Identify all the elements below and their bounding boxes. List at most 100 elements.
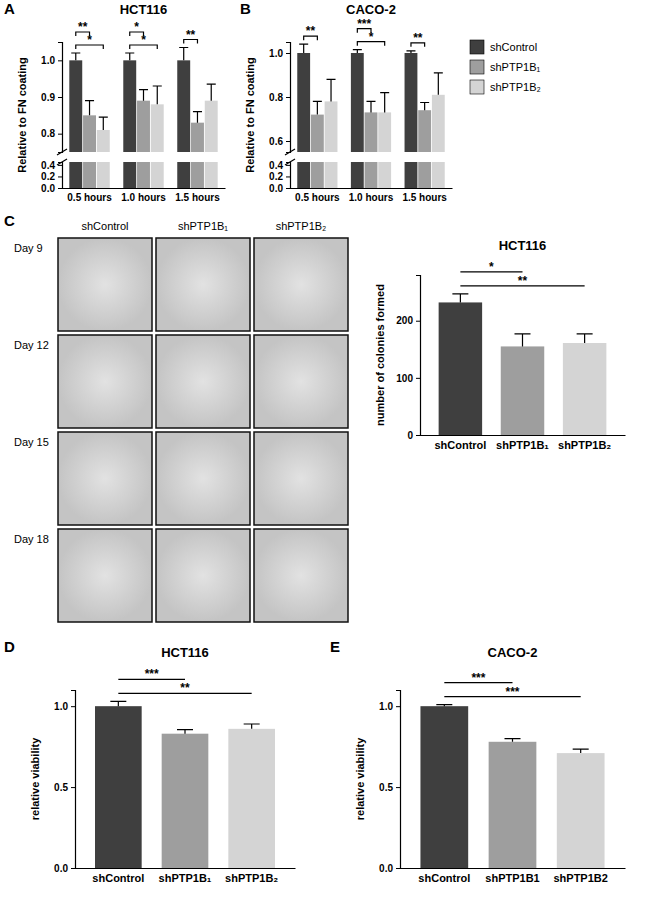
- bar: [137, 162, 150, 188]
- significance-label: ***: [505, 685, 519, 699]
- y-tick-label: 1.0: [54, 701, 68, 712]
- bar: [97, 162, 110, 188]
- y-tick-label: 1.0: [379, 701, 393, 712]
- error-bar-group: [177, 730, 193, 734]
- y-tick-label: 100: [396, 373, 413, 384]
- error-bar: [99, 117, 108, 130]
- bar: [420, 706, 468, 868]
- bar-group: [69, 162, 217, 188]
- y-tick: 0.8: [41, 128, 62, 139]
- error-bar: [179, 48, 188, 61]
- y-axis-title: relative viability: [354, 737, 366, 820]
- error-bar-group: [244, 724, 260, 729]
- error-bar-group: [434, 73, 443, 95]
- axis-break-mark: [285, 149, 295, 155]
- error-bar: [436, 705, 452, 707]
- error-bar: [327, 79, 336, 101]
- y-tick-label: 0.5: [54, 782, 68, 793]
- error-bar-group: [85, 101, 94, 116]
- bar: [501, 346, 544, 435]
- axis-break-mark: [57, 149, 67, 155]
- error-bar: [299, 44, 308, 53]
- x-tick: shPTP1B₂: [225, 868, 278, 884]
- row-label: Day 9: [14, 242, 43, 254]
- colony-image: [254, 432, 348, 525]
- y-axis-line: [58, 163, 63, 189]
- error-bar: [505, 739, 521, 742]
- error-bar-group: [207, 84, 216, 101]
- error-bar: [515, 334, 531, 347]
- y-tick-mark: [416, 321, 420, 322]
- y-tick-mark: [396, 787, 400, 788]
- x-tick: shControl: [418, 868, 470, 884]
- significance-label: **: [306, 24, 316, 38]
- y-tick-mark: [286, 53, 290, 54]
- y-tick: 0.0: [41, 183, 62, 194]
- figure: AHCT1160.00.20.40.80.91.00.5 hours1.0 ho…: [0, 0, 650, 906]
- legend-label: shControl: [490, 41, 537, 53]
- significance-label: ***: [471, 671, 485, 685]
- error-bar: [406, 51, 415, 53]
- y-tick-label: 0.0: [54, 863, 68, 874]
- chart-title: CACO-2: [346, 2, 396, 17]
- y-tick-label: 0.0: [41, 183, 55, 194]
- error-bar-group: [380, 93, 389, 113]
- x-axis-line: [63, 188, 226, 189]
- bar: [432, 162, 445, 188]
- y-tick-label: 0.6: [269, 136, 283, 147]
- y-tick-mark: [286, 165, 290, 166]
- y-tick: 1.0: [54, 701, 75, 712]
- y-tick: 0.0: [269, 183, 290, 194]
- y-axis: 0.80.91.0: [41, 43, 62, 153]
- bar: [177, 60, 190, 152]
- error-bar-group: [436, 705, 452, 707]
- chart-title: HCT116: [161, 645, 209, 660]
- y-tick-mark: [58, 165, 62, 166]
- y-tick-label: 0.8: [269, 92, 283, 103]
- panel-label: D: [4, 638, 15, 655]
- y-tick-mark: [286, 141, 290, 142]
- legend-label: shPTP1B₂: [490, 81, 541, 93]
- error-bar-group: [577, 334, 593, 343]
- y-tick-label: 0.4: [269, 160, 283, 171]
- y-tick: 0.5: [54, 782, 75, 793]
- bar: [191, 123, 204, 152]
- bar: [418, 110, 431, 152]
- error-bar: [177, 730, 193, 734]
- significance-label: ***: [145, 667, 159, 681]
- bar: [378, 112, 391, 152]
- x-tick-label: 0.5 hours: [295, 192, 340, 203]
- x-axis: 0.5 hours1.0 hours1.5 hours: [63, 188, 226, 203]
- error-bar-group: [406, 51, 415, 53]
- y-tick-mark: [71, 868, 75, 869]
- bar: [418, 162, 431, 188]
- y-axis-title: number of colonies formed: [374, 284, 386, 426]
- figure-svg: AHCT1160.00.20.40.80.91.00.5 hours1.0 ho…: [0, 0, 650, 906]
- axis-break-mark: [285, 159, 295, 165]
- significance-label: **: [518, 274, 528, 288]
- y-axis-line: [71, 691, 76, 869]
- x-tick-label: 1.5 hours: [175, 192, 220, 203]
- bar: [137, 101, 150, 152]
- y-tick-label: 1.0: [269, 48, 283, 59]
- bar: [95, 706, 142, 868]
- y-tick-label: 0.9: [41, 92, 55, 103]
- y-tick: 0.0: [54, 863, 75, 874]
- bar: [123, 60, 136, 152]
- x-tick: 1.0 hours: [349, 188, 394, 203]
- y-tick: 0.6: [269, 136, 290, 147]
- significance-label: *: [134, 20, 139, 34]
- x-tick-label: shPTP1B1: [485, 872, 539, 884]
- y-tick-label: 0.2: [269, 171, 283, 182]
- error-bar-group: [353, 50, 362, 53]
- x-tick: shPTP1B₂: [558, 435, 611, 451]
- colony-image: [58, 335, 152, 428]
- bar: [177, 162, 190, 188]
- y-tick-mark: [71, 706, 75, 707]
- y-tick: 1.0: [269, 48, 290, 59]
- significance-label: **: [413, 31, 423, 45]
- x-tick-label: 1.0 hours: [349, 192, 394, 203]
- bar-group: [297, 53, 444, 152]
- bar-group: [95, 706, 275, 868]
- significance-label: **: [78, 20, 88, 34]
